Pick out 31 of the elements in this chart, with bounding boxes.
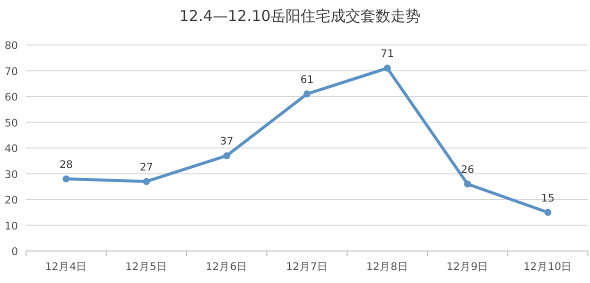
y-tick-label: 60: [4, 92, 18, 104]
y-tick-label: 80: [4, 40, 18, 52]
x-tick-label: 12月4日: [45, 261, 88, 273]
x-tick-label: 12月7日: [286, 261, 328, 273]
data-label: 27: [140, 161, 154, 174]
y-tick-label: 10: [4, 220, 18, 232]
point: [464, 180, 472, 188]
title: 12.4—12.10岳阳住宅成交套数走势: [179, 7, 421, 25]
y-tick-label: 70: [4, 66, 18, 78]
data-label: 15: [541, 192, 555, 204]
data-label: 71: [380, 48, 394, 60]
point: [62, 175, 70, 182]
y-tick-label: 40: [4, 143, 18, 155]
x-tick-label: 12月10日: [523, 261, 572, 273]
point: [142, 178, 150, 185]
point: [544, 208, 552, 216]
point: [384, 64, 391, 72]
y-tick-label: 50: [4, 117, 18, 130]
x-tick-label: 12月8日: [366, 261, 408, 273]
point: [223, 152, 230, 160]
x-tick-label: 12月5日: [125, 261, 168, 273]
x-tick-label: 12月6日: [206, 261, 248, 273]
y-tick-label: 20: [4, 194, 18, 206]
data-label: 37: [220, 136, 234, 148]
data-label: 26: [460, 164, 475, 176]
data-label: 28: [59, 158, 73, 171]
y-tick-label: 0: [11, 246, 18, 258]
y-tick-label: 30: [4, 168, 18, 181]
data-label: 61: [300, 74, 314, 86]
x-tick-label: 12月9日: [446, 261, 489, 273]
point: [304, 90, 310, 98]
